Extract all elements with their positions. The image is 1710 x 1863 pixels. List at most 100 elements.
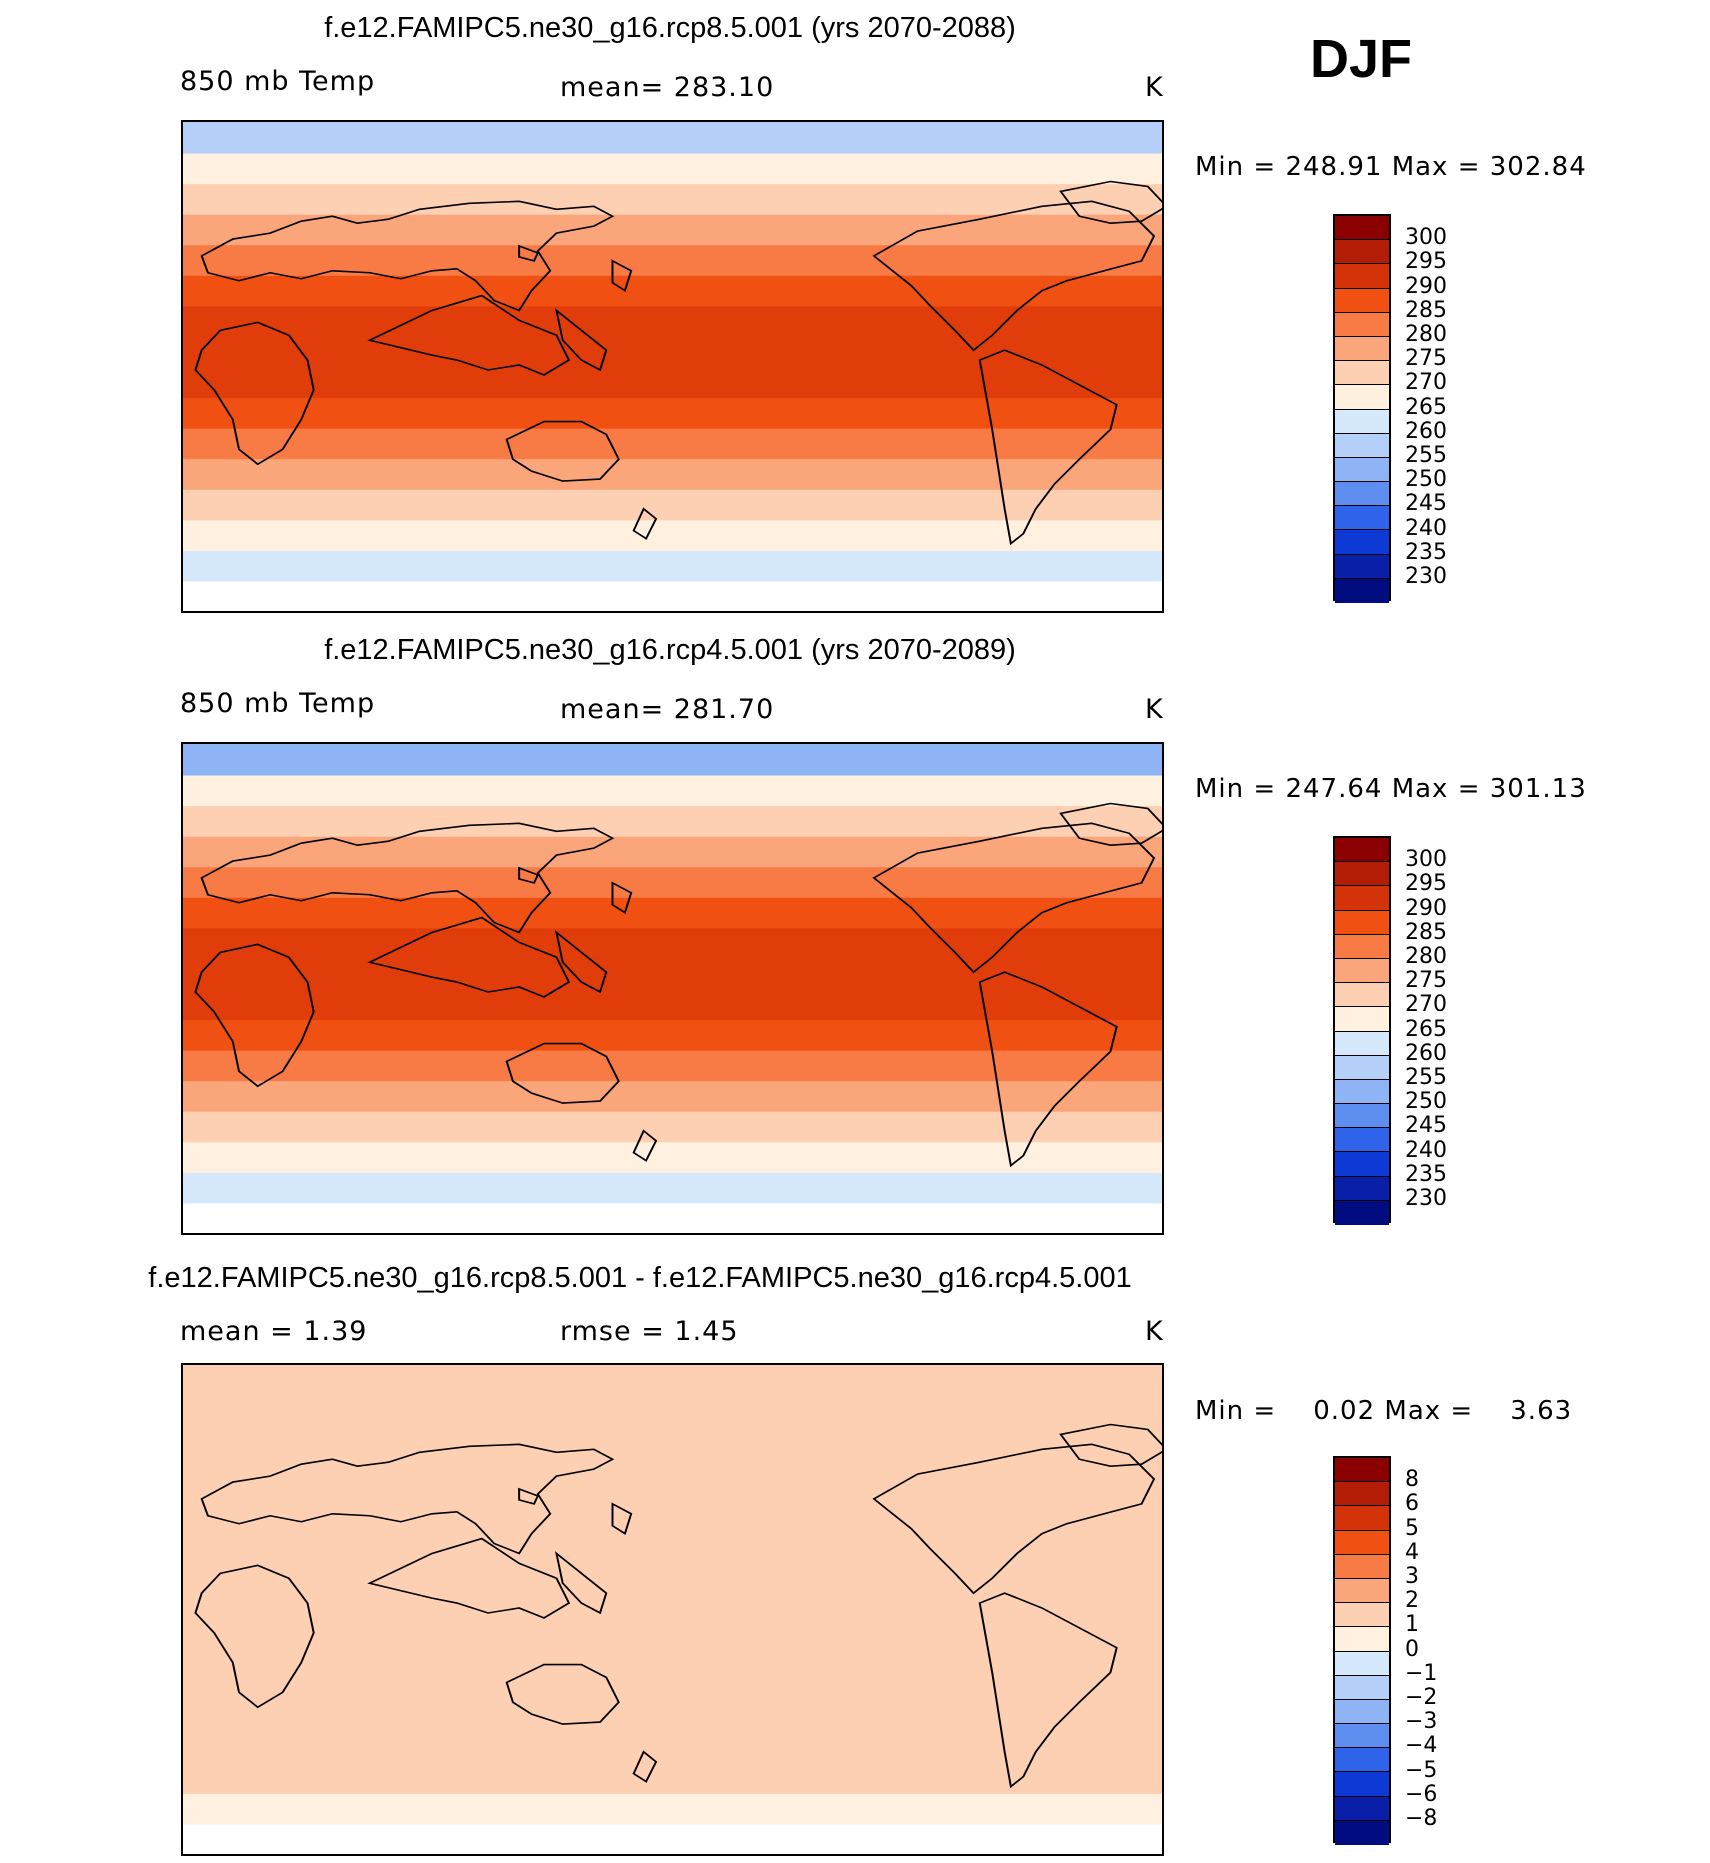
temperature-band [183,1110,1162,1143]
colorbar-tick-label: 250 [1405,467,1447,493]
temperature-band [183,1640,1162,1672]
map-svg [183,1365,1162,1854]
colorbar-tick-label: 275 [1405,346,1447,372]
temperature-band [183,549,1162,582]
temperature-band [183,519,1162,551]
units-label: K [1145,1316,1164,1347]
coastline [978,1592,1118,1789]
coastline [518,1487,540,1505]
colorbar-swatch [1335,1200,1389,1225]
panel-title: f.e12.FAMIPC5.ne30_g16.rcp4.5.001 (yrs 2… [324,634,1016,666]
temperature-band [183,744,1162,776]
colorbar-swatch [1335,1458,1389,1483]
colorbar-tick-label: 290 [1405,895,1447,921]
colorbar-swatch [1335,1675,1389,1700]
temperature-band [183,1080,1162,1112]
coastlines [194,180,1162,546]
coastline [554,308,608,372]
colorbar-tick-label: 270 [1405,370,1447,396]
colorbar-swatch [1335,838,1389,863]
colorbar-swatch [1335,578,1389,603]
colorbar-tick-label: 260 [1405,1040,1447,1066]
coastlines [194,1423,1162,1789]
temperature-band [183,274,1162,307]
colorbar-swatch [1335,554,1389,579]
colorbar-tick-label: 245 [1405,1113,1447,1139]
coastline [554,930,608,994]
colorbar-swatch [1335,1079,1389,1105]
colorbar-swatch [1335,1104,1389,1129]
colorbar-swatch [1335,1627,1389,1652]
colorbar-tick-label: 2 [1405,1588,1419,1614]
colorbar-swatch [1335,1603,1389,1628]
temperature-band [183,1202,1162,1233]
colorbar-tick-label: 230 [1405,1186,1447,1211]
mean-label: mean= 281.70 [560,694,775,725]
temperature-band [183,213,1162,246]
temperature-band [183,1823,1162,1854]
colorbar-tick-label: 0 [1405,1636,1419,1662]
colorbar-tick-label: 265 [1405,1016,1447,1042]
colorbar-tick-label: 260 [1405,418,1447,444]
temperature-band [183,1731,1162,1764]
colorbar-tick-label: −3 [1405,1709,1438,1735]
temperature-band [183,1548,1162,1580]
temperature-band [183,152,1162,185]
colorbar-tick-label: 235 [1405,1161,1447,1187]
mean-label: mean = 1.39 [180,1316,368,1347]
colorbar-tick-label: 280 [1405,944,1447,969]
colorbar-tick-label: 270 [1405,992,1447,1018]
colorbar-tick-label: 245 [1405,491,1447,517]
colorbar-tick-label: 250 [1405,1089,1447,1115]
colorbar-tick-label: 4 [1405,1539,1419,1565]
colorbar-tick-label: 8 [1405,1467,1419,1493]
colorbar-swatch [1335,216,1389,241]
coastline [518,866,540,884]
temperature-band [183,397,1162,429]
colorbar-swatch [1335,409,1389,434]
colorbar-swatch [1335,958,1389,984]
coastline [194,321,315,466]
colorbar-tick-label: 295 [1405,249,1447,275]
colorbar-tick-label: 230 [1405,564,1447,589]
colorbar-swatch [1335,910,1389,935]
map-svg [183,744,1162,1233]
coastline [200,1443,615,1555]
colorbar-swatch [1335,934,1389,959]
temperature-band [183,1792,1162,1825]
colorbar-swatch [1335,482,1389,507]
colorbar-boxes [1333,1456,1391,1845]
mean-label: mean= 283.10 [560,72,775,103]
coastline [200,822,615,934]
coastline [194,943,315,1088]
colorbar-tick-label: −4 [1405,1733,1438,1759]
coastline [518,244,540,262]
colorbar-tick-label: 5 [1405,1515,1419,1541]
rmse-label: rmse = 1.45 [560,1316,739,1347]
coastline [505,420,620,482]
coastline [505,1042,620,1104]
season-label: DJF [1310,29,1413,89]
colorbar-tick-label: 255 [1405,443,1447,468]
temperature-band [183,1487,1162,1519]
coastline [554,1551,608,1615]
colorbar-swatch [1335,886,1389,911]
colorbar-swatch [1335,1176,1389,1201]
colorbar-tick-label: −8 [1405,1806,1438,1831]
map-svg [183,122,1162,611]
panel-title: f.e12.FAMIPC5.ne30_g16.rcp8.5.001 - f.e1… [148,1262,1132,1294]
colorbar-swatch [1335,1724,1389,1749]
variable-label: 850 mb Temp [180,66,376,97]
colorbar-tick-label: 3 [1405,1564,1419,1589]
temperature-band [183,957,1162,990]
colorbar-tick-label: 265 [1405,394,1447,420]
colorbar-swatch [1335,240,1389,265]
colorbar-swatch [1335,361,1389,386]
temperature-band [183,1171,1162,1204]
colorbar-swatch [1335,983,1389,1008]
temperature-band [183,366,1162,399]
colorbar-swatch [1335,1482,1389,1507]
colorbar-tick-label: −6 [1405,1781,1438,1807]
coastline [611,881,633,915]
temperature-band [183,488,1162,521]
